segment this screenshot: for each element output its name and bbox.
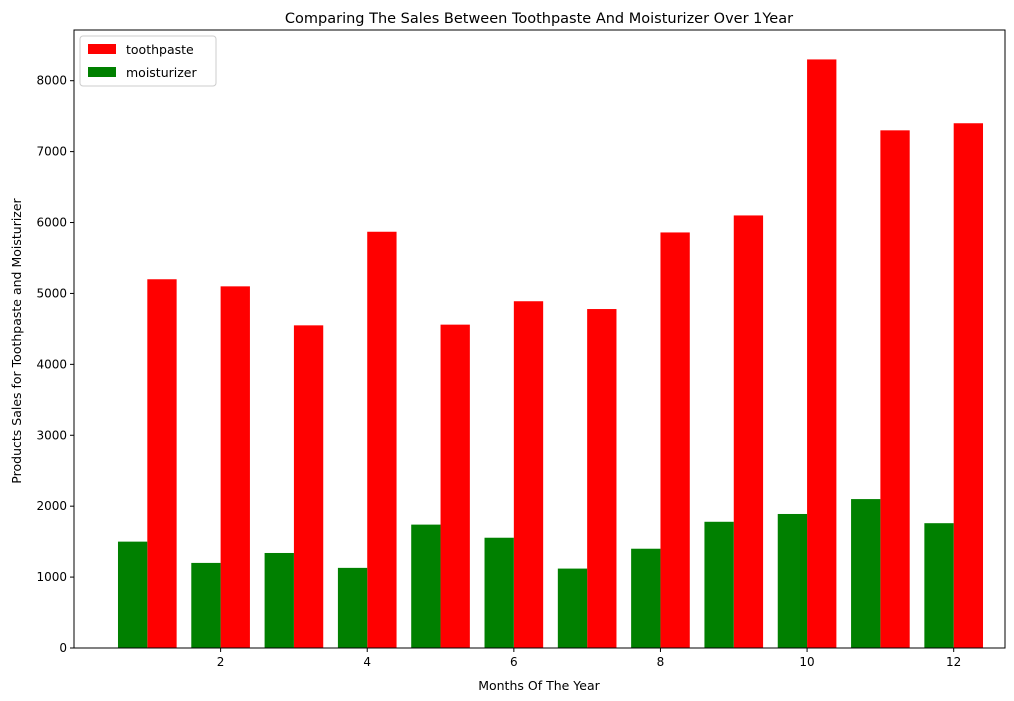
x-tick-label: 10 [799, 655, 814, 669]
bar-toothpaste-month-8 [660, 232, 690, 648]
bar-moisturizer-month-6 [484, 537, 514, 648]
legend: toothpaste moisturizer [79, 35, 217, 87]
bar-toothpaste-month-12 [953, 123, 984, 648]
bar-moisturizer-month-3 [264, 552, 294, 648]
x-tick-label: 6 [510, 655, 518, 669]
bar-moisturizer-month-2 [191, 562, 221, 648]
bar-toothpaste-month-2 [220, 286, 250, 648]
bar-moisturizer-month-7 [557, 568, 588, 648]
plot-frame [73, 29, 1006, 649]
bar-toothpaste-month-10 [807, 59, 837, 649]
bar-moisturizer-month-8 [631, 548, 661, 648]
legend-swatch-moisturizer [88, 67, 116, 77]
x-tick-label: 12 [946, 655, 961, 669]
bar-toothpaste-month-5 [440, 324, 470, 648]
bar-moisturizer-month-4 [337, 567, 368, 648]
bar-moisturizer-month-11 [851, 499, 881, 648]
y-tick-label: 7000 [36, 145, 67, 159]
bars-layer [117, 59, 984, 649]
x-axis-ticks: 2 4 6 8 10 12 [217, 648, 961, 669]
legend-swatch-toothpaste [88, 44, 116, 54]
bar-toothpaste-month-6 [513, 301, 544, 648]
bar-moisturizer-month-10 [777, 513, 808, 648]
bar-toothpaste-month-3 [293, 325, 324, 648]
x-tick-label: 2 [217, 655, 225, 669]
y-tick-label: 5000 [36, 286, 67, 300]
x-tick-label: 4 [363, 655, 371, 669]
legend-label-moisturizer: moisturizer [126, 65, 197, 80]
y-tick-label: 0 [59, 641, 67, 655]
x-axis-label: Months Of The Year [478, 678, 600, 693]
bar-toothpaste-month-7 [587, 309, 617, 648]
bar-moisturizer-month-1 [117, 541, 148, 648]
bar-toothpaste-month-11 [880, 130, 910, 649]
bar-moisturizer-month-9 [704, 521, 734, 648]
bar-moisturizer-month-5 [411, 524, 441, 648]
y-axis-label: Products Sales for Toothpaste and Moistu… [9, 197, 24, 483]
legend-label-toothpaste: toothpaste [126, 42, 194, 57]
y-tick-label: 3000 [36, 428, 67, 442]
x-tick-label: 8 [657, 655, 665, 669]
y-tick-label: 8000 [36, 74, 67, 88]
bar-toothpaste-month-4 [367, 231, 397, 648]
y-tick-label: 4000 [36, 357, 67, 371]
y-tick-label: 6000 [36, 216, 67, 230]
y-axis-ticks: 0 1000 2000 3000 4000 5000 6000 7000 8000 [36, 74, 74, 655]
y-tick-label: 1000 [36, 570, 67, 584]
chart-title: Comparing The Sales Between Toothpaste A… [285, 11, 793, 27]
bar-moisturizer-month-12 [924, 523, 954, 648]
bar-toothpaste-month-1 [147, 279, 177, 648]
bar-toothpaste-month-9 [733, 215, 764, 648]
y-tick-label: 2000 [36, 499, 67, 513]
